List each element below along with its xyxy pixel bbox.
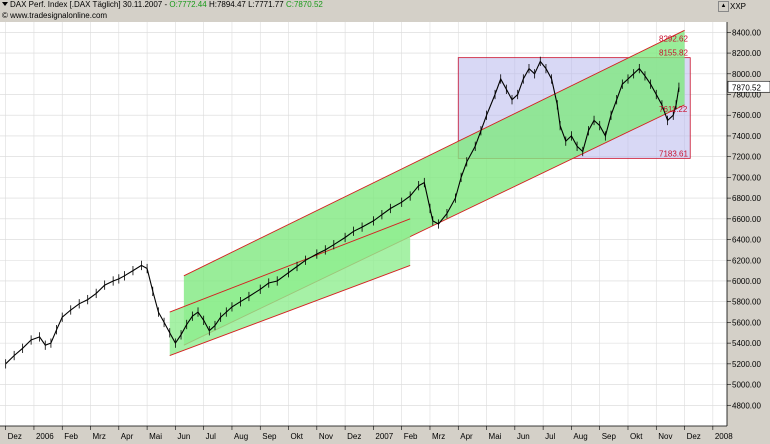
y-tick-label: 7400.00 (732, 132, 761, 141)
price-series (5, 56, 680, 369)
x-tick-label: Feb (404, 432, 418, 441)
x-tick-label: Okt (630, 432, 643, 441)
scroll-up-button[interactable]: ▲ (718, 1, 729, 12)
price-level-label: 7611.22 (659, 105, 688, 114)
y-tick-label: 7000.00 (732, 173, 761, 182)
chart-header: DAX Perf. Index [.DAX Täglich] 30.11.200… (0, 0, 720, 12)
scale-label: XXP (730, 2, 747, 11)
x-tick-label: Dez (8, 432, 22, 441)
x-tick-label: Mrz (93, 432, 106, 441)
x-tick-label: Aug (573, 432, 587, 441)
x-tick-label: Jun (177, 432, 190, 441)
copyright-text: © www.tradesignalonline.com (2, 11, 108, 20)
x-tick-label: Apr (460, 432, 473, 441)
x-tick-label: Jul (206, 432, 216, 441)
y-tick-label: 7200.00 (732, 153, 761, 162)
x-tick-label: Mai (149, 432, 162, 441)
dropdown-arrow-icon[interactable] (2, 2, 8, 6)
channel-inner-lower-line (169, 265, 411, 356)
last-price-label: 7870.52 (732, 83, 761, 92)
y-tick-label: 6400.00 (732, 236, 761, 245)
y-tick-label: 5000.00 (732, 381, 761, 390)
y-tick-label: 5200.00 (732, 360, 761, 369)
x-axis: Dez 2006 Feb Mrz Apr Mai Jun Jul Aug Sep Okt Nov Dez… (0, 425, 733, 441)
chart-shapes (169, 29, 691, 356)
y-tick-label: 7600.00 (732, 111, 761, 120)
y-tick-label: 8000.00 (732, 70, 761, 79)
x-tick-label: Feb (64, 432, 78, 441)
x-tick-label: Mai (489, 432, 502, 441)
x-tick-label: 2006 (36, 432, 54, 441)
x-tick-label: 2008 (715, 432, 733, 441)
price-level-label: 7183.61 (659, 149, 688, 158)
last-price-box (727, 80, 770, 93)
channel-main-upper-line (183, 29, 685, 277)
channel-inner (169, 218, 411, 356)
x-tick-label: Aug (234, 432, 248, 441)
y-tick-label: 8400.00 (732, 28, 761, 37)
y-tick-label: 6200.00 (732, 256, 761, 265)
x-tick-label: Apr (121, 432, 134, 441)
chart-title: DAX Perf. Index [.DAX Täglich] 30.11.200… (10, 0, 170, 9)
x-tick-label: Nov (319, 432, 333, 441)
x-tick-label: Sep (602, 432, 617, 441)
y-tick-label: 5400.00 (732, 339, 761, 348)
x-tick-label: Nov (658, 432, 672, 441)
y-tick-label: 8200.00 (732, 49, 761, 58)
channel-inner-upper-line (169, 218, 411, 313)
price-level-label: 8155.82 (659, 49, 688, 58)
close-value: C:7870.52 (285, 0, 323, 9)
x-tick-label: Jul (545, 432, 555, 441)
x-tick-label: Dez (687, 432, 701, 441)
x-tick-label: 2007 (375, 432, 393, 441)
price-level-label: 8292.62 (659, 34, 688, 43)
low-value: L:7771.77 (248, 0, 284, 9)
open-value: O:7772.44 (169, 0, 207, 9)
x-tick-label: Dez (347, 432, 361, 441)
y-tick-label: 6600.00 (732, 215, 761, 224)
x-tick-label: Sep (262, 432, 277, 441)
annotations: 8292.62 8155.82 7611.22 7183.61 (659, 34, 688, 158)
y-tick-label: 5600.00 (732, 318, 761, 327)
x-tick-label: Mrz (432, 432, 445, 441)
y-tick-label: 6800.00 (732, 194, 761, 203)
y-tick-label: 7800.00 (732, 91, 761, 100)
y-tick-label: 4800.00 (732, 401, 761, 410)
y-tick-label: 6000.00 (732, 277, 761, 286)
x-tick-label: Okt (291, 432, 304, 441)
y-axis: 4800.00 5000.00 5200.00 5400.00 5600.00 5800.… (726, 22, 770, 426)
y-tick-label: 5800.00 (732, 298, 761, 307)
high-value: H:7894.47 (208, 0, 246, 9)
x-tick-label: Jun (517, 432, 530, 441)
